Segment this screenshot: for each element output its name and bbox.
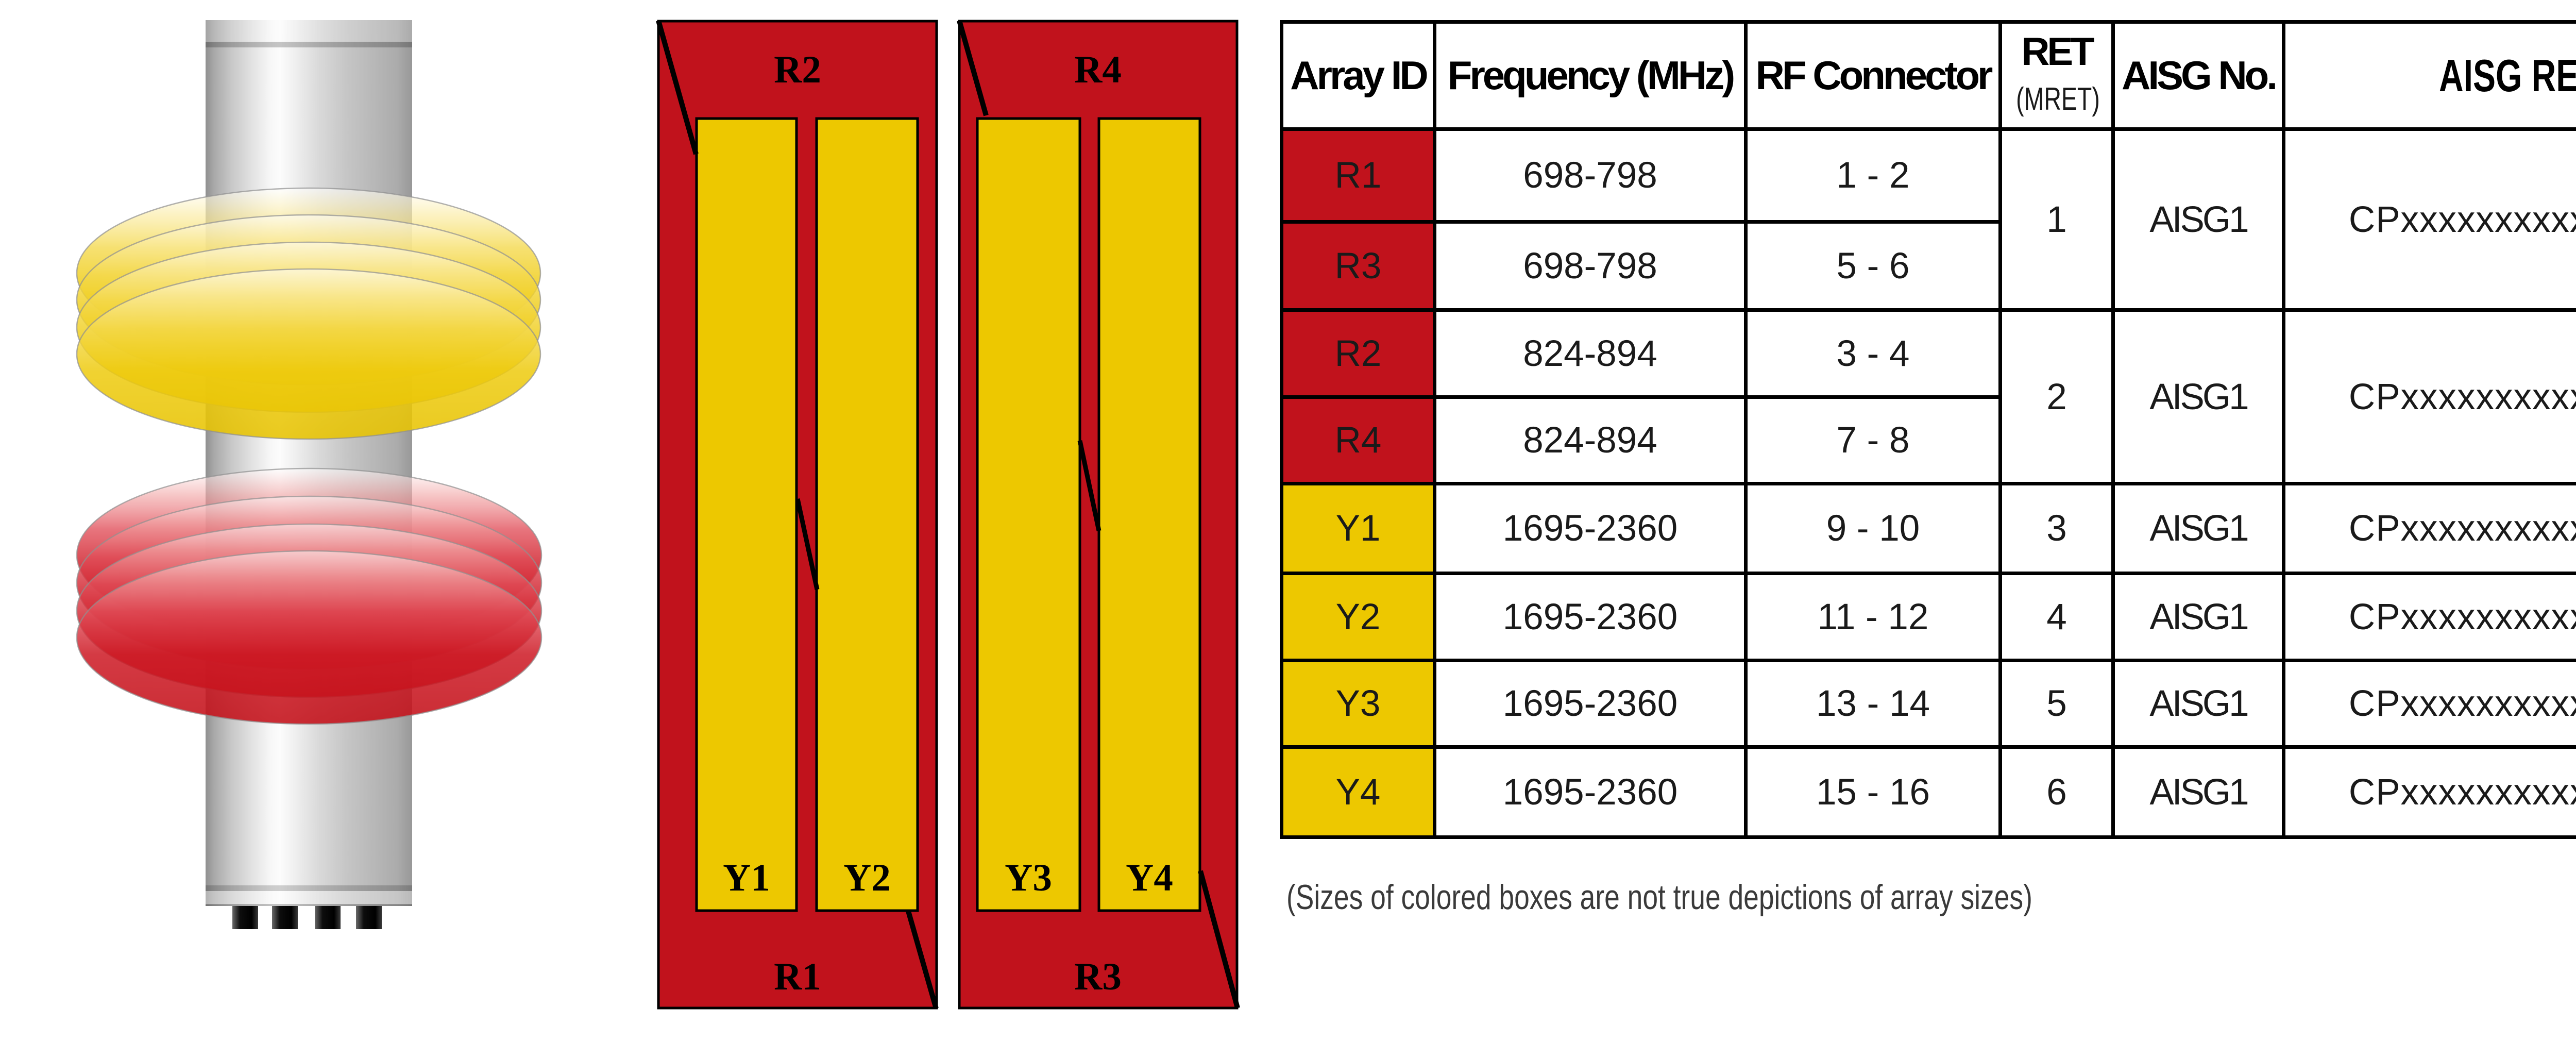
svg-text:R1: R1	[774, 955, 821, 998]
svg-text:Y3: Y3	[1005, 857, 1052, 899]
svg-text:Y2: Y2	[843, 857, 891, 899]
svg-text:Y4: Y4	[1126, 857, 1173, 899]
svg-text:Y1: Y1	[723, 857, 770, 899]
svg-text:R4: R4	[1074, 48, 1122, 91]
svg-text:R3: R3	[1074, 955, 1122, 998]
svg-text:R2: R2	[774, 48, 821, 91]
